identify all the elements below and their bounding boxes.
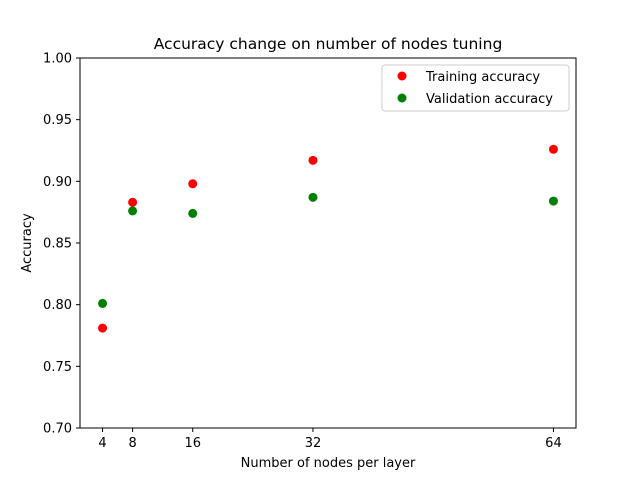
- y-tick-label: 0.90: [43, 175, 72, 190]
- data-point-validation: [548, 196, 558, 206]
- legend-label-validation: Validation accuracy: [426, 92, 553, 107]
- data-point-training: [548, 144, 558, 154]
- y-tick-label: 0.95: [43, 113, 72, 128]
- y-tick-label: 0.75: [43, 360, 72, 375]
- x-tick-label: 64: [545, 436, 562, 451]
- x-axis-label: Number of nodes per layer: [241, 456, 416, 471]
- y-tick-label: 0.70: [43, 422, 72, 437]
- x-tick-label: 8: [128, 436, 136, 451]
- chart-title: Accuracy change on number of nodes tunin…: [154, 35, 503, 53]
- y-axis-label: Accuracy: [20, 213, 35, 273]
- data-point-validation: [98, 298, 108, 308]
- x-tick-label: 4: [98, 436, 106, 451]
- plot-area-frame: [79, 57, 577, 429]
- legend-marker-training: [397, 71, 407, 81]
- legend: Training accuracy Validation accuracy: [381, 64, 570, 112]
- data-point-training: [98, 323, 108, 333]
- data-point-validation: [188, 208, 198, 218]
- data-points: [98, 144, 558, 333]
- x-tick-label: 16: [184, 436, 201, 451]
- y-tick-label: 0.85: [43, 237, 72, 252]
- legend-marker-validation: [397, 93, 407, 103]
- axis-ticks: 0.70 0.75 0.80 0.85 0.90 0.95 1.00 4 8 16 32 64: [43, 52, 562, 452]
- y-tick-label: 1.00: [43, 52, 72, 67]
- x-tick-label: 32: [305, 436, 322, 451]
- data-point-training: [188, 179, 198, 189]
- legend-label-training: Training accuracy: [425, 70, 540, 85]
- data-point-validation: [308, 192, 318, 202]
- data-point-training: [308, 155, 318, 165]
- data-point-training: [128, 197, 138, 207]
- y-tick-label: 0.80: [43, 298, 72, 313]
- legend-box: [381, 64, 570, 112]
- data-point-validation: [128, 206, 138, 216]
